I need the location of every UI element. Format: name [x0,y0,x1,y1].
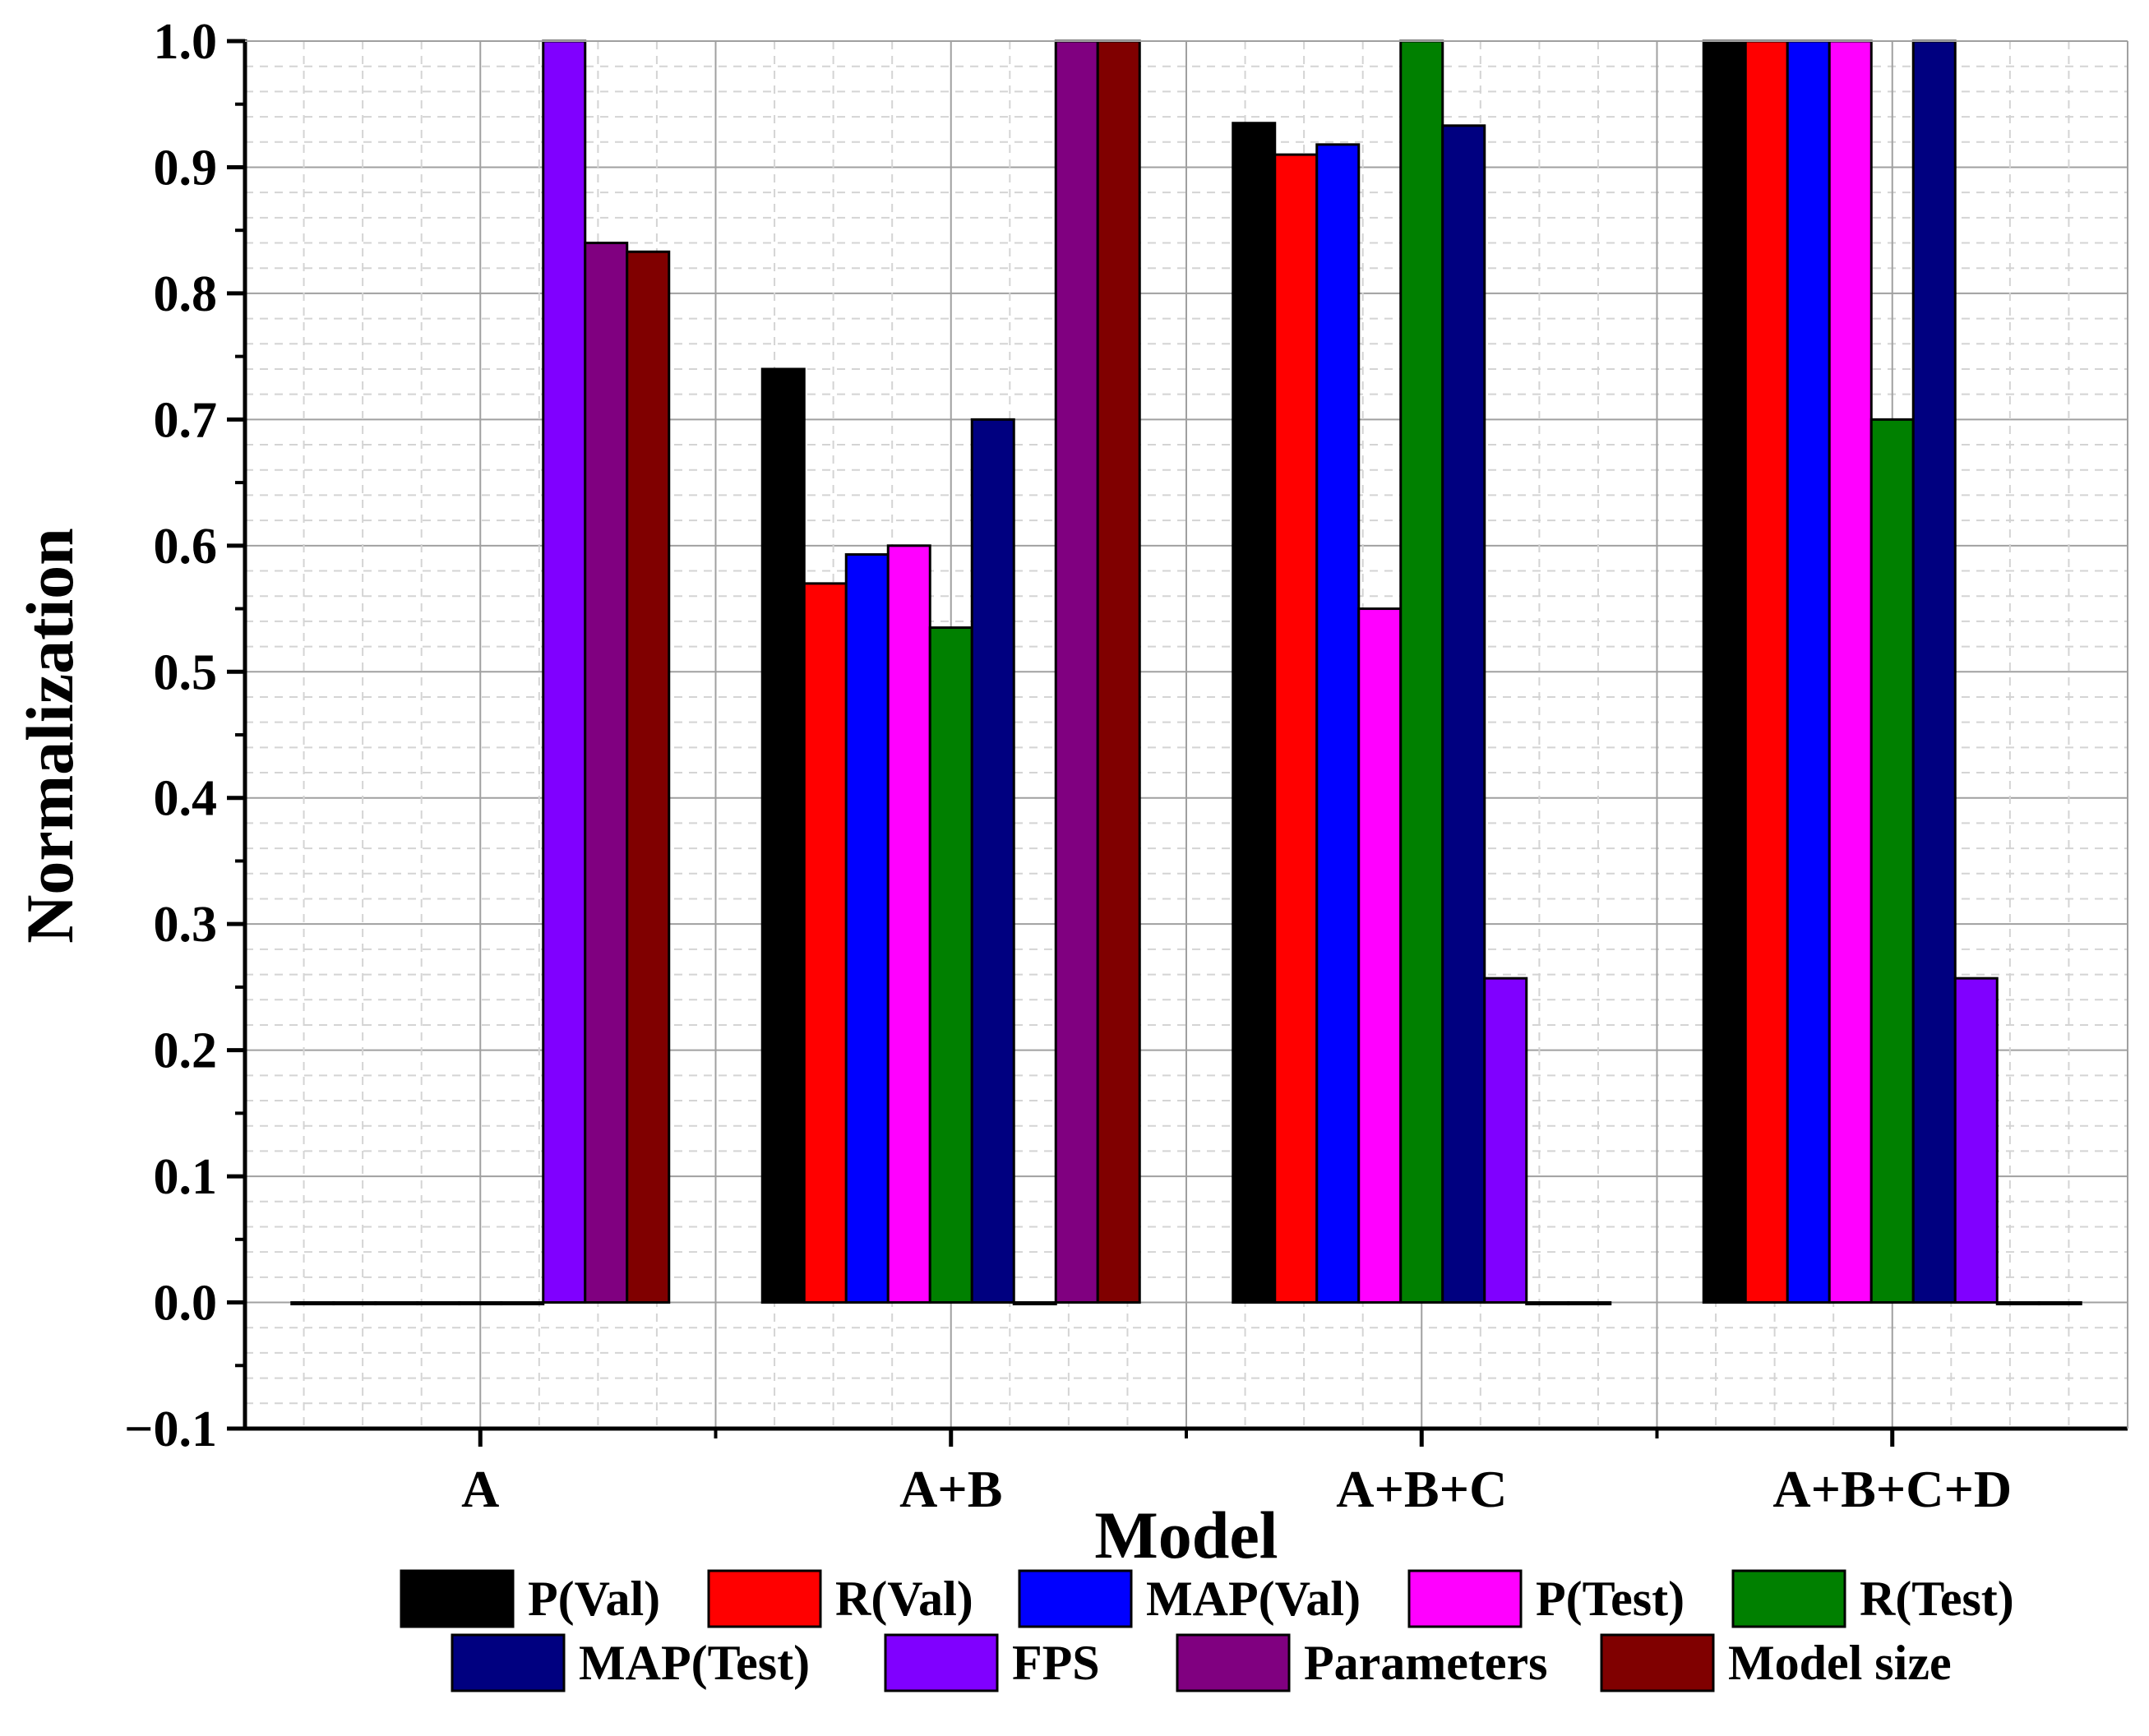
bar-map-test-a-b-c-d [1911,39,1957,1304]
y-tick-label: 0.2 [154,1023,218,1079]
y-tick-label: −0.1 [124,1401,217,1457]
legend-label: R(Test) [1860,1572,2014,1626]
bar-p-val-a-b-c [1232,122,1277,1304]
bars [290,39,2082,1306]
y-tick-label: 0.6 [154,519,218,575]
bar-p-val-a-b-c-d [1702,39,1747,1304]
legend: P(Val) R(Val) MAP(Val) P(Test) R(Test) MAP(Te… [400,1569,2014,1692]
y-tick-label: 0.0 [154,1276,218,1332]
bar-p-test-a-b-c [1357,607,1403,1304]
y-tick-label: 0.1 [154,1149,218,1205]
bar-p-test-a [416,1301,461,1306]
bar-model-size-a [626,250,671,1304]
bar-map-test-a-b-c [1441,124,1486,1304]
legend-swatch [1731,1569,1846,1628]
legend-label: FPS [1012,1636,1100,1690]
legend-swatch [1600,1633,1715,1692]
y-tick-label: 1.0 [154,14,218,70]
bar-map-val-a-b-c-d [1786,39,1831,1304]
bar-map-test-a [500,1301,545,1306]
y-tick-label: 0.8 [154,266,218,322]
x-category-label: A+B+C+D [1772,1460,2012,1518]
y-axis-title: Normalization [12,528,87,944]
bar-fps-a [542,39,587,1304]
legend-label: P(Val) [528,1572,660,1626]
bar-parameters-a-b-c [1525,1301,1570,1306]
bar-r-val-a-b [802,582,848,1304]
bar-parameters-a-b [1054,39,1099,1304]
bar-r-val-a-b-c-d [1744,39,1789,1304]
bar-fps-a-b-c-d [1953,976,1999,1304]
legend-label: P(Test) [1536,1572,1685,1626]
bar-model-size-a-b [1096,39,1141,1304]
y-tick-labels: −0.1 0.0 0.1 0.2 0.3 0.4 0.5 0.6 0.7 0.8 0.9 1.0 [124,14,217,1457]
bar-r-test-a-b [928,626,973,1304]
legend-swatch [451,1633,566,1692]
legend-swatch [1407,1569,1523,1628]
x-category-labels: A A+B A+B+C A+B+C+D [461,1460,2012,1518]
bar-fps-a-b-c [1483,976,1528,1304]
bar-map-test-a-b [970,418,1015,1304]
legend-swatch [707,1569,822,1628]
legend-swatch [884,1633,999,1692]
bar-model-size-a-b-c-d [2037,1301,2082,1306]
x-category-label: A+B+C [1336,1460,1507,1518]
x-category-label: A [461,1460,499,1518]
y-tick-label: 0.5 [154,644,218,700]
bar-r-test-a-b-c-d [1869,418,1915,1304]
legend-label: R(Val) [835,1572,973,1626]
y-tick-label: 0.4 [154,771,218,827]
bar-parameters-a [584,242,629,1304]
y-tick-label: 0.3 [154,897,218,953]
legend-label: MAP(Val) [1146,1572,1361,1626]
x-axis-title: Model [1094,1498,1278,1572]
legend-label: Parameters [1304,1636,1547,1690]
bar-map-val-a-b-c [1315,143,1361,1304]
bar-p-val-a-b [760,367,806,1304]
bar-p-val-a [290,1301,335,1306]
bar-r-val-a-b-c [1273,153,1319,1304]
legend-swatch [1018,1569,1133,1628]
bar-map-val-a-b [844,553,890,1304]
bar-fps-a-b [1012,1301,1057,1306]
x-category-label: A+B [899,1460,1002,1518]
legend-label: MAP(Test) [579,1636,810,1690]
bar-r-val-a [332,1301,377,1306]
y-tick-label: 0.7 [154,392,218,448]
bar-model-size-a-b-c [1567,1301,1612,1306]
bar-p-test-a-b [886,544,931,1304]
bar-r-test-a-b-c [1399,39,1444,1304]
bar-map-val-a [374,1301,419,1306]
legend-swatch [400,1569,515,1628]
bar-p-test-a-b-c-d [1828,39,1873,1304]
y-tick-label: 0.9 [154,140,218,196]
bar-parameters-a-b-c-d [1995,1301,2040,1306]
legend-label: Model size [1728,1636,1952,1690]
bar-r-test-a [458,1301,503,1306]
legend-swatch [1176,1633,1291,1692]
axes [227,39,2128,1447]
